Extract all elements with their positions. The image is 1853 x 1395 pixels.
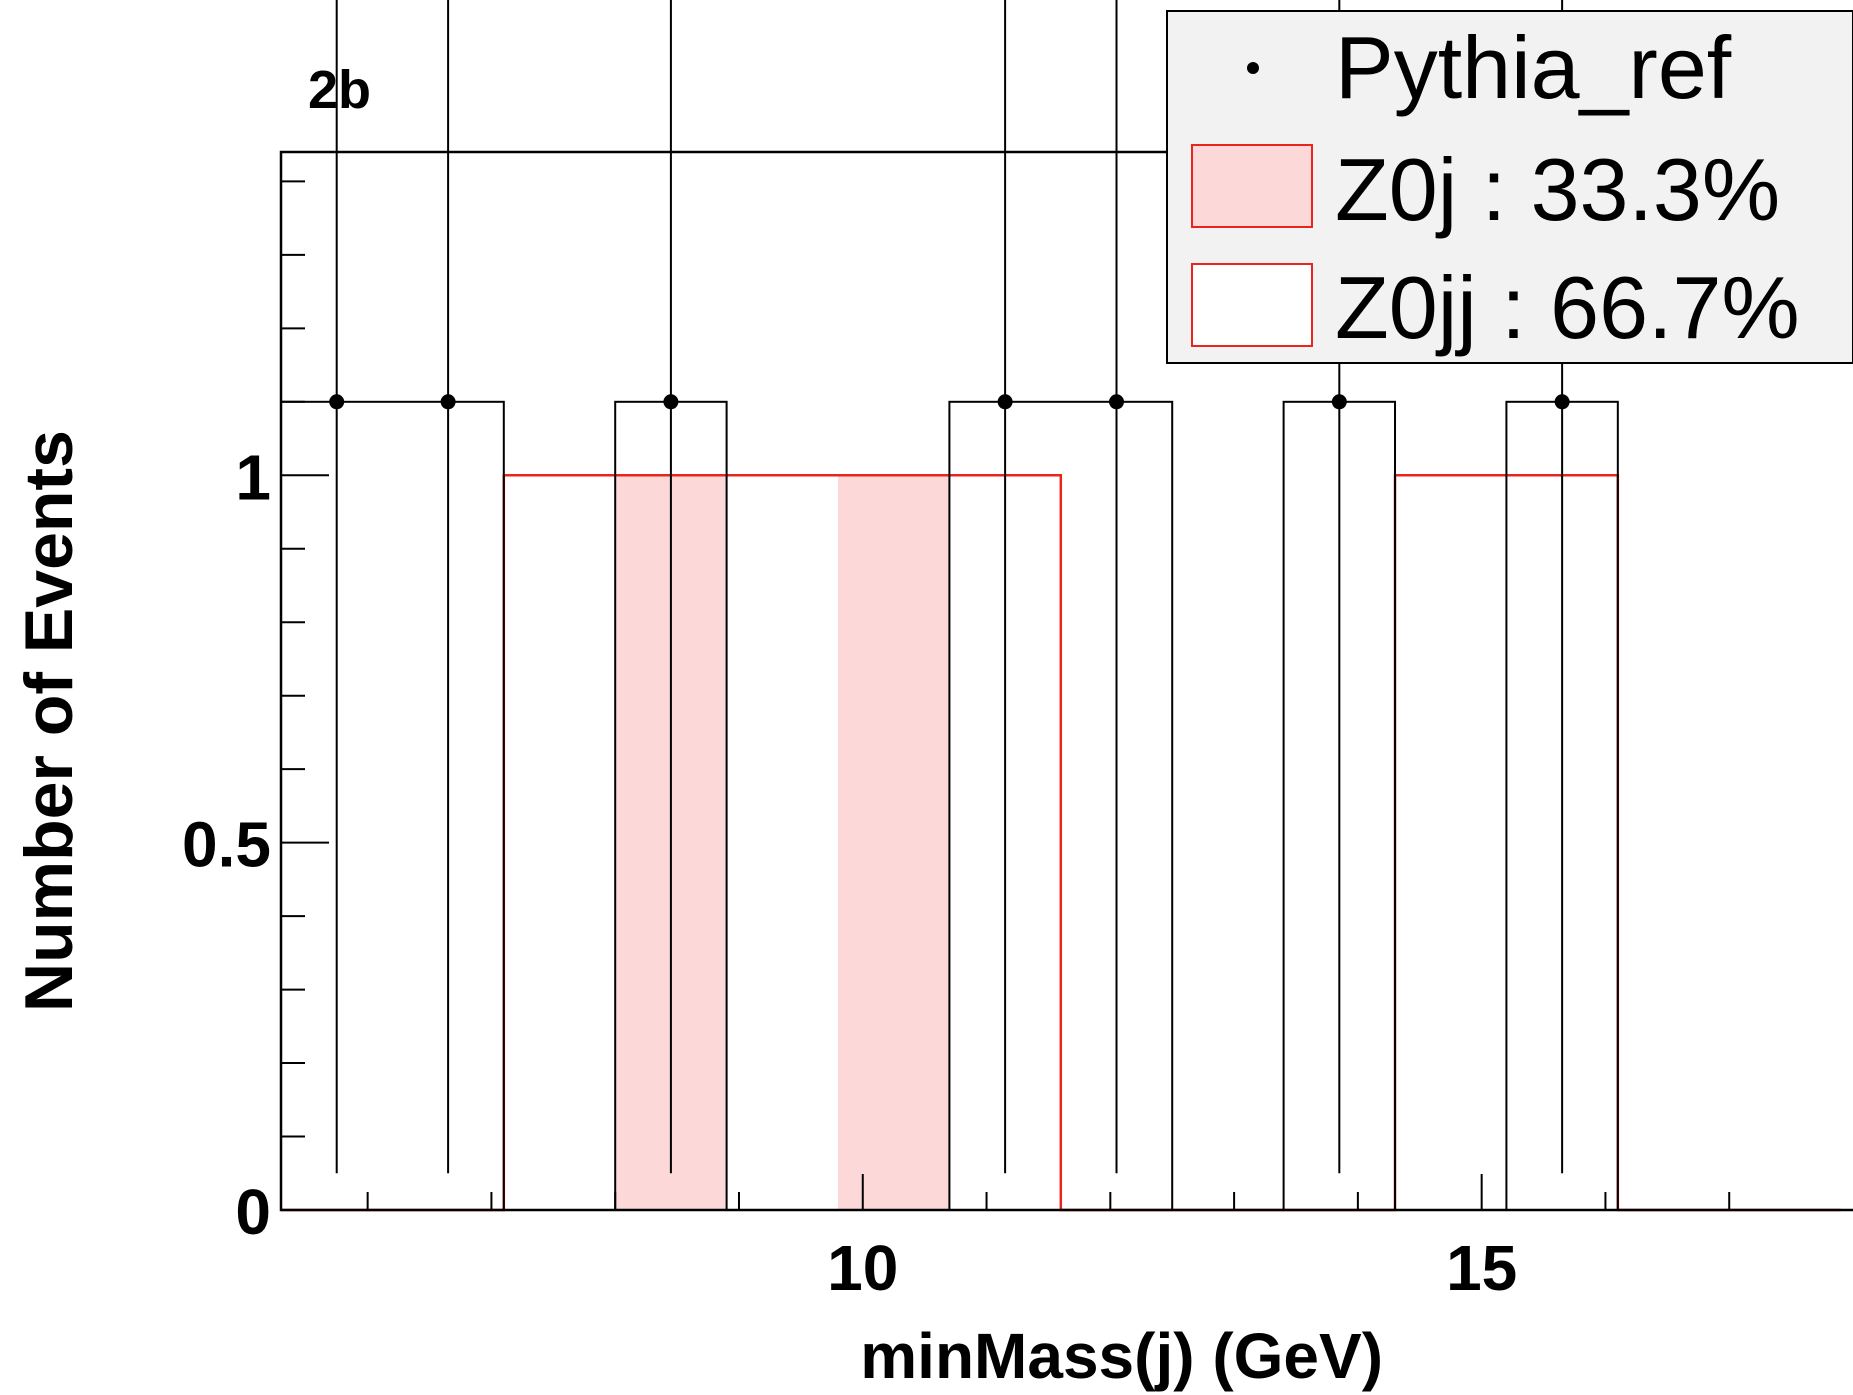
ref-point [1554, 394, 1570, 410]
legend-label-z0jj: Z0jj : 66.7% [1335, 258, 1800, 357]
legend-label-pythia: Pythia_ref [1335, 18, 1732, 117]
x-tick-label: 15 [1446, 1232, 1517, 1304]
axes-layer: 0 0.5 1 10 15 [182, 150, 1853, 1304]
ref-point [1109, 394, 1125, 410]
ref-point [663, 394, 679, 410]
ref-point [1331, 394, 1347, 410]
ref-point [440, 394, 456, 410]
y-tick-label: 1 [235, 441, 271, 513]
z0j-bar [838, 475, 950, 1210]
x-axis-title: minMass(j) (GeV) [860, 1320, 1383, 1392]
legend-label-z0j: Z0j : 33.3% [1335, 140, 1780, 239]
y-tick-label: 0 [235, 1176, 271, 1248]
ref-point [329, 394, 345, 410]
y-tick-label: 0.5 [182, 809, 271, 881]
legend-marker-z0jj [1191, 263, 1313, 347]
legend-marker-z0j [1191, 144, 1313, 228]
ref-point [997, 394, 1013, 410]
y-axis-title: Number of Events [11, 430, 87, 1012]
x-tick-label: 10 [827, 1232, 898, 1304]
chart-title: 2b [308, 60, 371, 120]
legend: Pythia_ref Z0j : 33.3% Z0jj : 66.7% [1166, 10, 1853, 364]
legend-marker-pythia [1247, 62, 1259, 74]
plot-frame [279, 150, 1853, 1212]
